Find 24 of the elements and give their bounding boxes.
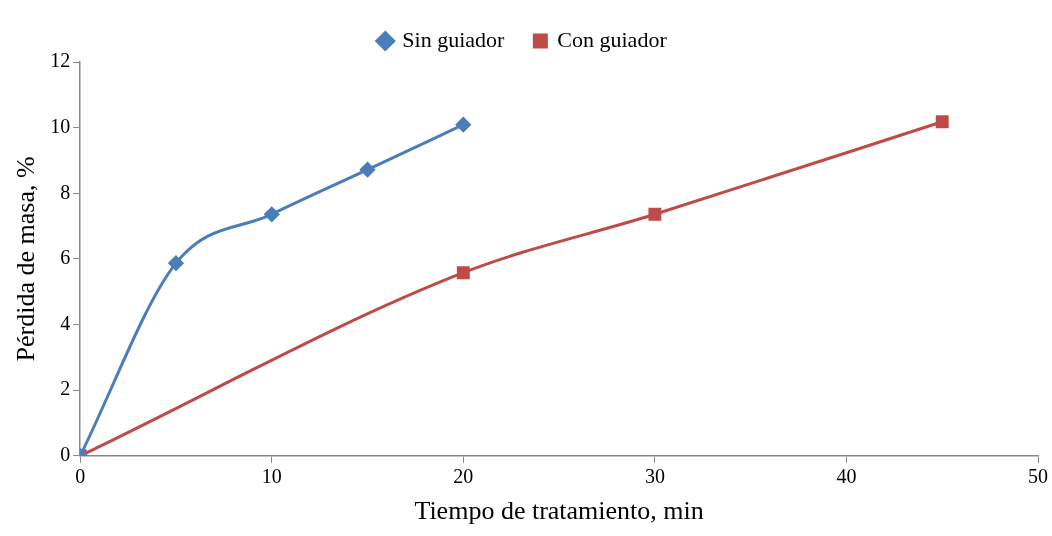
point bbox=[648, 207, 662, 221]
point bbox=[455, 117, 471, 133]
y-tick-label: 6 bbox=[60, 246, 71, 269]
point bbox=[935, 115, 949, 129]
point bbox=[360, 162, 376, 178]
legend-label: Sin guiador bbox=[402, 26, 506, 52]
x-tick-label: 0 bbox=[75, 465, 86, 488]
y-axis-title: Pérdida de masa, % bbox=[11, 156, 41, 362]
x-tick-label: 40 bbox=[836, 465, 857, 488]
point bbox=[264, 206, 280, 222]
point bbox=[456, 266, 470, 280]
x-axis-title: Tiempo de tratamiento, min bbox=[414, 496, 704, 526]
x-tick-label: 20 bbox=[453, 465, 474, 488]
x-tick-label: 50 bbox=[1028, 465, 1048, 488]
y-tick-label: 10 bbox=[50, 114, 71, 137]
y-tick-label: 0 bbox=[60, 443, 71, 466]
y-tick-label: 2 bbox=[60, 377, 71, 400]
y-tick-label: 12 bbox=[50, 49, 71, 72]
y-tick-label: 8 bbox=[60, 180, 71, 203]
x-tick-label: 30 bbox=[644, 465, 665, 488]
x-tick-label: 10 bbox=[261, 465, 282, 488]
point bbox=[168, 255, 184, 271]
y-tick-label: 4 bbox=[60, 311, 71, 334]
legend-label: Con guiador bbox=[557, 26, 668, 52]
